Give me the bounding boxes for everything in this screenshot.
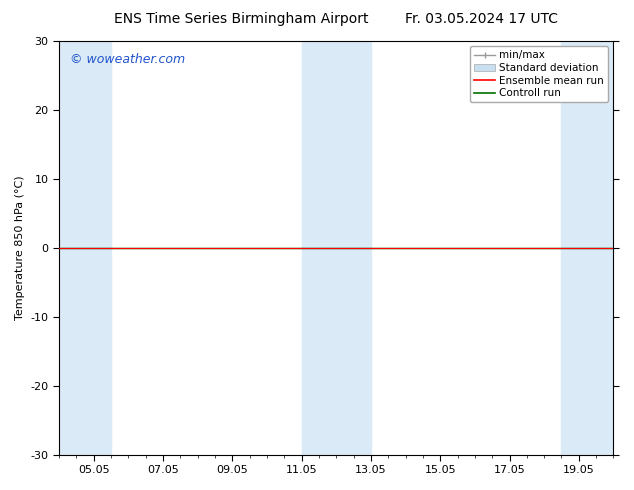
Text: Fr. 03.05.2024 17 UTC: Fr. 03.05.2024 17 UTC bbox=[405, 12, 559, 26]
Bar bbox=[562, 41, 614, 455]
Text: © woweather.com: © woweather.com bbox=[70, 53, 185, 67]
Text: ENS Time Series Birmingham Airport: ENS Time Series Birmingham Airport bbox=[113, 12, 368, 26]
Y-axis label: Temperature 850 hPa (°C): Temperature 850 hPa (°C) bbox=[15, 175, 25, 320]
Bar bbox=[59, 41, 111, 455]
Legend: min/max, Standard deviation, Ensemble mean run, Controll run: min/max, Standard deviation, Ensemble me… bbox=[470, 46, 608, 102]
Bar bbox=[302, 41, 371, 455]
